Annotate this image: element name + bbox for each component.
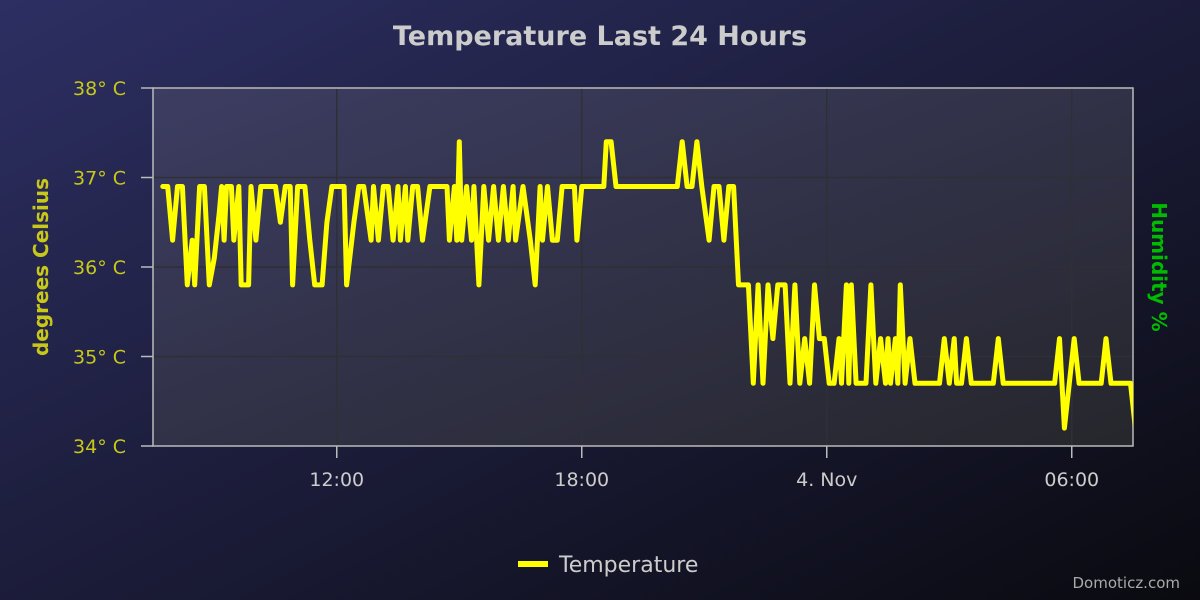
x-tick-label: 18:00 bbox=[554, 469, 609, 491]
legend[interactable]: Temperature bbox=[518, 553, 698, 578]
legend-item-temperature[interactable]: Temperature bbox=[558, 553, 698, 578]
watermark[interactable]: Domoticz.com bbox=[1073, 574, 1181, 592]
y-tick-label: 37° C bbox=[73, 168, 126, 190]
x-tick-label: 06:00 bbox=[1044, 469, 1099, 491]
y-tick-label: 35° C bbox=[73, 347, 126, 369]
y-tick-label: 34° C bbox=[73, 436, 126, 458]
y-tick-label: 38° C bbox=[73, 78, 126, 100]
x-tick-label: 4. Nov bbox=[796, 469, 857, 491]
y-axis-right-label: Humidity % bbox=[1147, 202, 1171, 331]
y-axis-label: degrees Celsius bbox=[29, 178, 53, 356]
x-axis-ticks: 12:00 18:00 4. Nov 06:00 bbox=[309, 446, 1099, 491]
y-axis-ticks: 34° C 35° C 36° C 37° C 38° C bbox=[73, 78, 153, 458]
chart-title: Temperature Last 24 Hours bbox=[393, 21, 807, 52]
x-tick-label: 12:00 bbox=[309, 469, 364, 491]
temperature-series-line bbox=[160, 139, 1133, 431]
y-tick-label: 36° C bbox=[73, 257, 126, 279]
